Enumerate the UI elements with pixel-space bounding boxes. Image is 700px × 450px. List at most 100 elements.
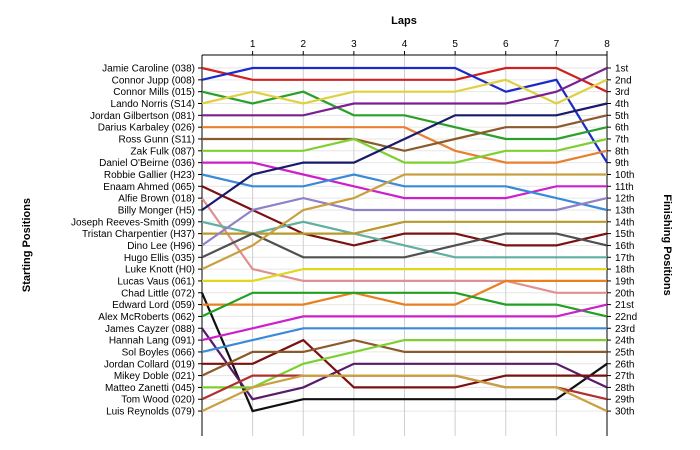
starting-position-label: Lucas Vaus (061) bbox=[117, 276, 195, 287]
series-line bbox=[201, 327, 608, 401]
series-line bbox=[202, 338, 607, 389]
starting-positions-label: Starting Positions bbox=[21, 198, 33, 292]
finishing-position-label: 24th bbox=[615, 336, 634, 347]
starting-position-label: Luke Knott (H0) bbox=[125, 265, 195, 276]
starting-position-label: Chad Little (072) bbox=[121, 288, 195, 299]
series-line bbox=[201, 197, 607, 294]
starting-position-label: Connor Jupp (008) bbox=[112, 75, 195, 86]
starting-position-label: Hannah Lang (091) bbox=[109, 336, 195, 347]
finishing-position-label: 2nd bbox=[615, 75, 632, 86]
finishing-position-label: 14th bbox=[615, 217, 634, 228]
chart-title: Laps bbox=[391, 15, 417, 27]
series-line bbox=[201, 90, 608, 141]
finishing-position-label: 18th bbox=[615, 265, 634, 276]
finishing-position-label: 22nd bbox=[615, 312, 637, 323]
x-axis-ticks: 1 2 3 4 5 6 7 8 bbox=[250, 39, 610, 55]
finishing-position-label: 21st bbox=[615, 300, 634, 311]
starting-position-label: Tristan Charpentier (H37) bbox=[82, 229, 195, 240]
x-tick-label: 4 bbox=[402, 39, 408, 50]
series-line bbox=[201, 327, 607, 353]
finishing-position-label: 29th bbox=[615, 395, 634, 406]
finishing-position-label: 16th bbox=[615, 241, 634, 252]
finishing-position-label: 8th bbox=[615, 146, 629, 157]
starting-position-label: Alex McRoberts (062) bbox=[98, 312, 195, 323]
starting-position-label: Robbie Gallier (H23) bbox=[104, 170, 195, 181]
series-line bbox=[201, 291, 608, 318]
finishing-position-label: 20th bbox=[615, 288, 634, 299]
starting-position-label: Connor Mills (015) bbox=[113, 87, 195, 98]
finishing-position-label: 11th bbox=[615, 182, 634, 193]
finishing-position-label: 25th bbox=[615, 347, 634, 358]
finishing-position-label: 1st bbox=[615, 64, 629, 75]
finishing-position-label: 15th bbox=[615, 229, 634, 240]
series-line bbox=[200, 292, 608, 413]
finishing-position-label: 13th bbox=[615, 205, 634, 216]
x-tick-label: 6 bbox=[503, 39, 509, 50]
series-line bbox=[201, 173, 607, 271]
starting-position-label: Alfie Brown (018) bbox=[118, 194, 195, 205]
finishing-position-label: 30th bbox=[615, 407, 634, 418]
starting-position-label: Lando Norris (S14) bbox=[111, 99, 195, 110]
starting-position-label: Edward Lord (059) bbox=[112, 300, 195, 311]
series-line bbox=[201, 232, 608, 259]
series-line bbox=[202, 268, 607, 282]
finishing-position-label: 28th bbox=[615, 383, 634, 394]
finishing-position-label: 7th bbox=[615, 134, 629, 145]
series-line bbox=[201, 185, 608, 247]
series-line bbox=[202, 114, 608, 152]
starting-position-label: Jamie Caroline (038) bbox=[102, 64, 195, 75]
x-tick-label: 2 bbox=[300, 39, 306, 50]
finishing-position-label: 19th bbox=[615, 276, 634, 287]
starting-position-label: Jordan Gilbertson (081) bbox=[90, 111, 195, 122]
starting-position-label: Zak Fulk (087) bbox=[131, 146, 195, 157]
x-tick-label: 8 bbox=[604, 39, 610, 50]
series-line bbox=[202, 126, 608, 164]
finishing-position-label: 10th bbox=[615, 170, 634, 181]
starting-position-labels: Jamie Caroline (038)Connor Jupp (008)Con… bbox=[71, 64, 202, 418]
series-line bbox=[201, 102, 608, 211]
finishing-position-label: 9th bbox=[615, 158, 629, 169]
starting-position-label: James Cayzer (088) bbox=[105, 324, 195, 335]
starting-position-label: Darius Karbaley (026) bbox=[98, 123, 195, 134]
finishing-position-label: 4th bbox=[615, 99, 629, 110]
x-tick-label: 1 bbox=[250, 39, 256, 50]
starting-position-label: Enaam Ahmed (065) bbox=[103, 182, 195, 193]
finishing-position-label: 27th bbox=[615, 371, 634, 382]
starting-position-label: Matteo Zanetti (045) bbox=[105, 383, 195, 394]
series-line bbox=[201, 66, 608, 164]
series-line bbox=[201, 66, 608, 93]
starting-position-label: Ross Gunn (S11) bbox=[118, 134, 195, 145]
series-line bbox=[202, 339, 607, 389]
finishing-positions-label: Finishing Positions bbox=[661, 194, 673, 295]
finishing-position-label: 5th bbox=[615, 111, 629, 122]
x-tick-label: 3 bbox=[351, 39, 357, 50]
series-line bbox=[201, 196, 608, 247]
starting-position-label: Luis Reynolds (079) bbox=[106, 407, 195, 418]
x-tick-label: 7 bbox=[554, 39, 560, 50]
series-line bbox=[202, 137, 608, 164]
series-line bbox=[201, 303, 608, 342]
x-tick-label: 5 bbox=[452, 39, 458, 50]
finishing-position-labels: 1st2nd3rd4th5th6th7th8th9th10th11th12th1… bbox=[607, 64, 637, 418]
series-line bbox=[202, 161, 607, 200]
series-line bbox=[201, 338, 607, 377]
finishing-position-label: 6th bbox=[615, 123, 629, 134]
series-line bbox=[201, 220, 607, 259]
starting-position-label: Jordan Collard (019) bbox=[104, 359, 195, 370]
starting-position-label: Dino Lee (H96) bbox=[127, 241, 195, 252]
starting-position-label: Hugo Ellis (035) bbox=[124, 253, 195, 264]
starting-position-label: Joseph Reeves-Smith (099) bbox=[71, 217, 195, 228]
series-line bbox=[202, 67, 608, 117]
starting-position-label: Tom Wood (020) bbox=[121, 395, 195, 406]
finishing-position-label: 17th bbox=[615, 253, 634, 264]
starting-position-label: Billy Monger (H5) bbox=[118, 205, 195, 216]
series-line bbox=[202, 279, 607, 306]
finishing-position-label: 26th bbox=[615, 359, 634, 370]
starting-position-label: Daniel O'Beirne (036) bbox=[99, 158, 195, 169]
series-line bbox=[201, 173, 608, 212]
starting-position-label: Sol Boyles (066) bbox=[122, 347, 195, 358]
finishing-position-label: 23rd bbox=[615, 324, 635, 335]
series-lines bbox=[200, 66, 608, 413]
series-line bbox=[201, 374, 608, 413]
